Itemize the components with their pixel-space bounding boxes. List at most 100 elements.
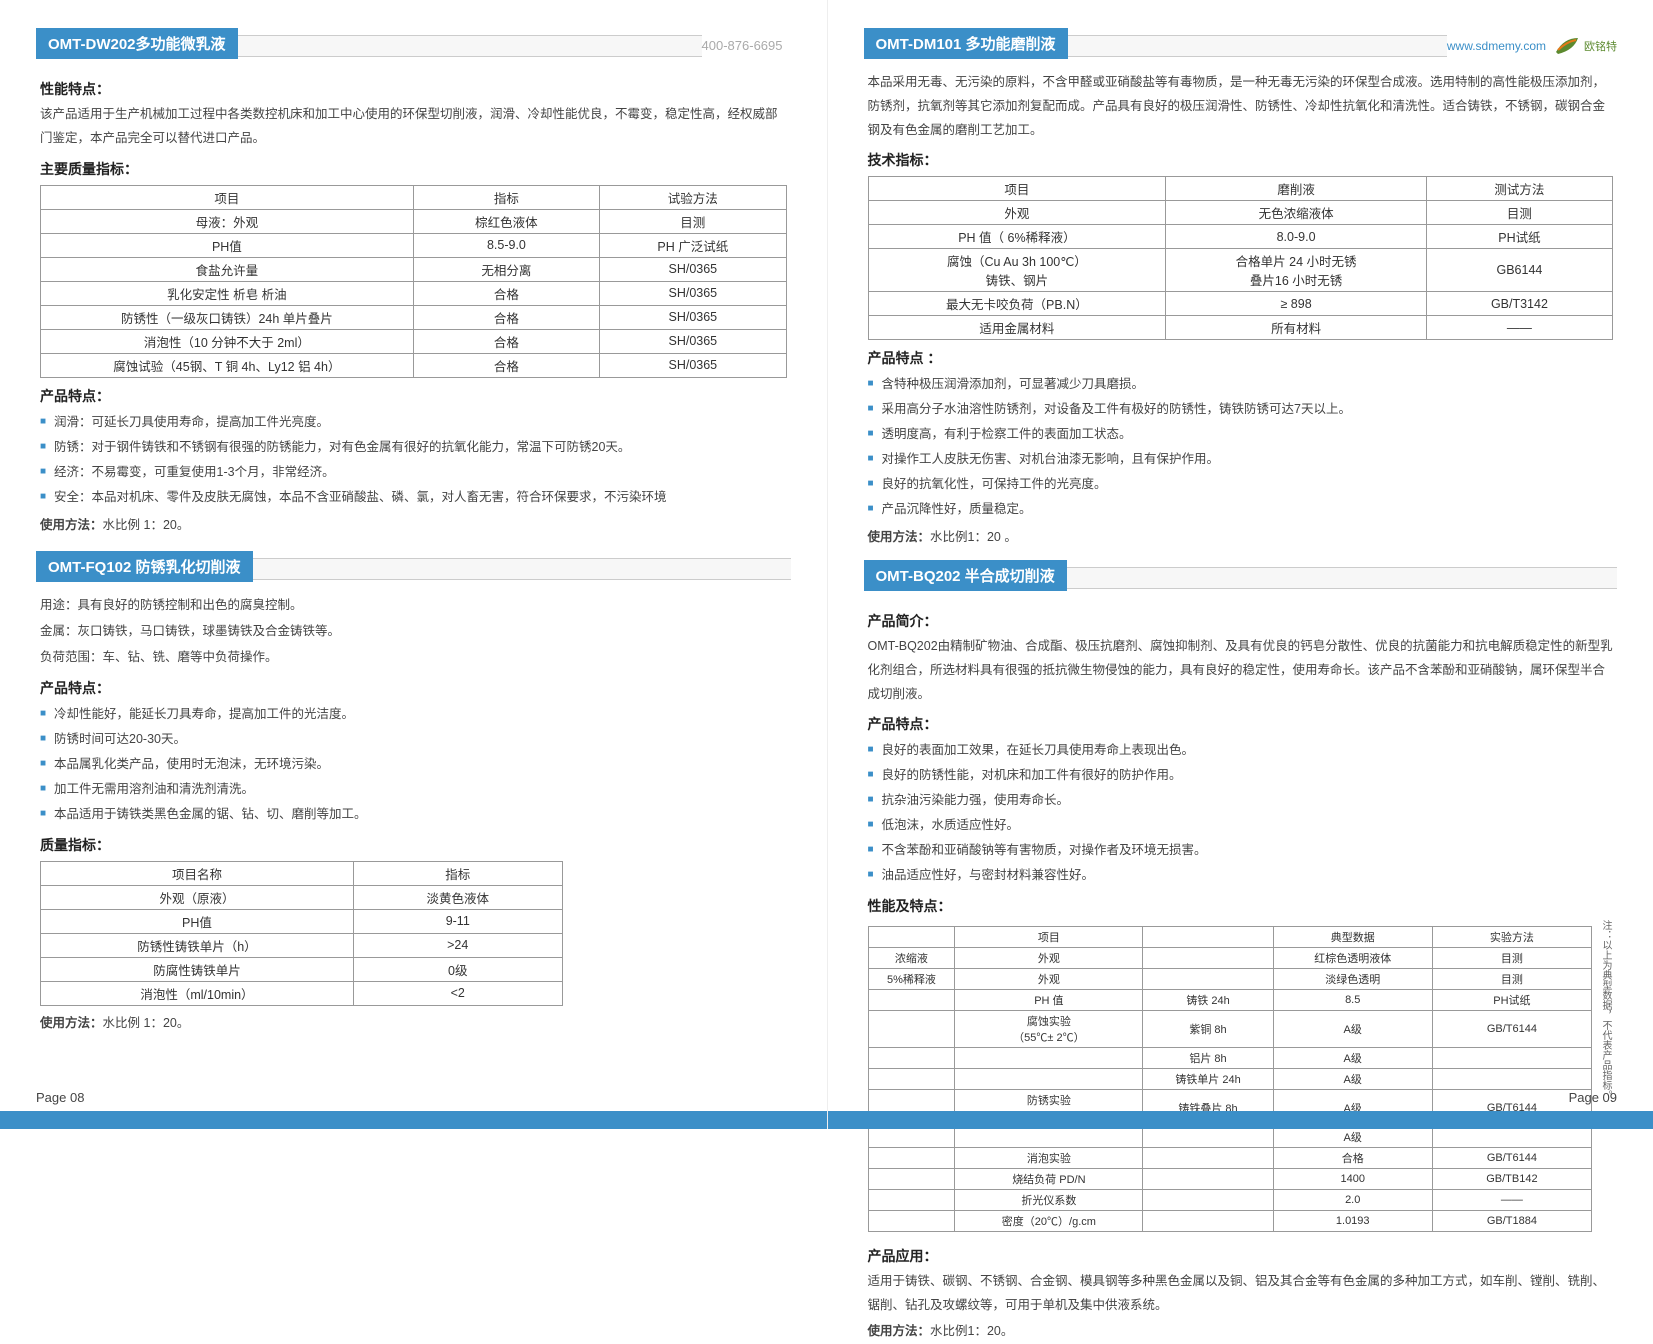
spec-table-dw202: 项目指标试验方法母液：外观棕红色液体目测PH值8.5-9.0PH 广泛试纸食盐允… bbox=[40, 185, 787, 378]
table-cell bbox=[1432, 1069, 1591, 1090]
table-cell: SH/0365 bbox=[600, 257, 786, 281]
perf-heading: 性能及特点： bbox=[868, 896, 1614, 916]
section-title: OMT-FQ102 防锈乳化切削液 bbox=[36, 551, 253, 582]
intro-text: OMT-BQ202由精制矿物油、合成酯、极压抗磨剂、腐蚀抑制剂、及具有优良的钙皂… bbox=[868, 635, 1614, 706]
table-cell bbox=[868, 1190, 955, 1211]
intro-text: 本品采用无毒、无污染的原料，不含甲醛或亚硝酸盐等有毒物质，是一种无毒无污染的环保… bbox=[868, 71, 1614, 142]
table-cell bbox=[1143, 927, 1273, 948]
section-title: OMT-DW202多功能微乳液 bbox=[36, 28, 238, 59]
table-cell: 合格单片 24 小时无锈叠片16 小时无锈 bbox=[1166, 249, 1427, 292]
table-cell: SH/0365 bbox=[600, 305, 786, 329]
table-header: 试验方法 bbox=[600, 185, 786, 209]
table-cell bbox=[868, 1169, 955, 1190]
table-cell: SH/0365 bbox=[600, 281, 786, 305]
usage-heading: 使用方法： bbox=[40, 518, 103, 532]
table-cell: 消泡性（10 分钟不大于 2ml） bbox=[41, 329, 414, 353]
page-left: OMT-DW202多功能微乳液 400-876-6695 性能特点： 该产品适用… bbox=[0, 0, 827, 1129]
table-cell bbox=[868, 1127, 955, 1148]
header-line bbox=[253, 558, 791, 580]
table-cell: ≥ 898 bbox=[1166, 292, 1427, 316]
table-cell: 密度（20℃）/g.cm bbox=[955, 1211, 1143, 1232]
feat-heading: 产品特点 ： bbox=[868, 348, 1614, 368]
table-header: 项目名称 bbox=[41, 861, 354, 885]
table-cell: 棕红色液体 bbox=[413, 209, 599, 233]
intro-heading: 产品简介： bbox=[868, 611, 1614, 631]
usage-text: 水比例 1：20。 bbox=[103, 518, 190, 532]
table-cell: 外观（原液） bbox=[41, 885, 354, 909]
table-cell bbox=[1143, 969, 1273, 990]
table-cell: SH/0365 bbox=[600, 329, 786, 353]
section-header-dw202: OMT-DW202多功能微乳液 400-876-6695 bbox=[36, 28, 791, 63]
table-cell: A级 bbox=[1273, 1127, 1432, 1148]
spec-heading: 技术指标： bbox=[868, 150, 1614, 170]
table-cell: 铸铁单片 24h bbox=[1143, 1069, 1273, 1090]
table-cell: 合格 bbox=[1273, 1148, 1432, 1169]
list-item: 产品沉降性好，质量稳定。 bbox=[868, 497, 1614, 522]
page-number: Page 08 bbox=[36, 1090, 84, 1105]
table-cell: 最大无卡咬负荷（PB.N） bbox=[868, 292, 1166, 316]
table-header: 指标 bbox=[413, 185, 599, 209]
table-cell: 紫铜 8h bbox=[1143, 1011, 1273, 1048]
page-right: OMT-DM101 多功能磨削液 www.sdmemy.com 欧铭特 本品采用… bbox=[827, 0, 1653, 1129]
table-cell: 典型数据 bbox=[1273, 927, 1432, 948]
table-cell bbox=[1143, 948, 1273, 969]
brand-logo: 欧铭特 bbox=[1554, 36, 1617, 56]
table-cell bbox=[868, 1048, 955, 1069]
page-number: Page 09 bbox=[1569, 1090, 1617, 1105]
table-cell bbox=[955, 1048, 1143, 1069]
table-cell: 食盐允许量 bbox=[41, 257, 414, 281]
table-cell: 红棕色透明液体 bbox=[1273, 948, 1432, 969]
usage-text: 水比例1：20。 bbox=[930, 1324, 1013, 1338]
paragraph: 金属：灰口铸铁，马口铸铁，球墨铸铁及合金铸铁等。 bbox=[40, 620, 787, 644]
spec-table-fq102: 项目名称指标外观（原液）淡黄色液体PH值9-11防锈性铸铁单片（h）>24防腐性… bbox=[40, 861, 563, 1006]
table-cell: 8.0-9.0 bbox=[1166, 225, 1427, 249]
table-cell: SH/0365 bbox=[600, 353, 786, 377]
feat-heading: 产品特点： bbox=[40, 678, 787, 698]
list-item: 采用高分子水油溶性防锈剂，对设备及工件有极好的防锈性，铸铁防锈可达7天以上。 bbox=[868, 397, 1614, 422]
table-cell: 合格 bbox=[413, 281, 599, 305]
table-cell: 铸铁 24h bbox=[1143, 990, 1273, 1011]
table-cell: GB/T6144 bbox=[1432, 1148, 1591, 1169]
table-cell: 外观 bbox=[955, 969, 1143, 990]
table-note: 注：以上为典型数据，不代表产品指标。 bbox=[1598, 920, 1613, 1100]
table-cell: 8.5-9.0 bbox=[413, 233, 599, 257]
table-cell: 铝片 8h bbox=[1143, 1048, 1273, 1069]
list-item: 本品属乳化类产品，使用时无泡沫，无环境污染。 bbox=[40, 752, 787, 777]
table-cell bbox=[1143, 1127, 1273, 1148]
feature-list: 润滑：可延长刀具使用寿命，提高加工件光亮度。防锈：对于钢件铸铁和不锈钢有很强的防… bbox=[40, 410, 787, 510]
table-cell: 腐蚀（Cu Au 3h 100℃）铸铁、钢片 bbox=[868, 249, 1166, 292]
list-item: 安全：本品对机床、零件及皮肤无腐蚀，本品不含亚硝酸盐、磷、氯，对人畜无害，符合环… bbox=[40, 485, 787, 510]
list-item: 良好的防锈性能，对机床和加工件有很好的防护作用。 bbox=[868, 763, 1614, 788]
table-cell: 实验方法 bbox=[1432, 927, 1591, 948]
table-cell bbox=[1143, 1190, 1273, 1211]
table-cell: 腐蚀实验（55℃± 2℃） bbox=[955, 1011, 1143, 1048]
table-cell bbox=[1143, 1169, 1273, 1190]
table-cell: 消泡性（ml/10min） bbox=[41, 981, 354, 1005]
table-cell: A级 bbox=[1273, 1048, 1432, 1069]
table-cell: A级 bbox=[1273, 1011, 1432, 1048]
table-cell bbox=[1143, 1211, 1273, 1232]
table-cell: 0级 bbox=[353, 957, 562, 981]
table-cell: 2.0 bbox=[1273, 1190, 1432, 1211]
table-cell: 目测 bbox=[1432, 948, 1591, 969]
table-cell: 外观 bbox=[868, 201, 1166, 225]
brand-name: 欧铭特 bbox=[1584, 38, 1617, 54]
phone-number: 400-876-6695 bbox=[702, 38, 791, 53]
list-item: 经济：不易霉变，可重复使用1-3个月，非常经济。 bbox=[40, 460, 787, 485]
app-heading: 产品应用： bbox=[868, 1246, 1614, 1266]
footer-bar bbox=[0, 1111, 827, 1129]
table-cell: >24 bbox=[353, 933, 562, 957]
table-cell: 1.0193 bbox=[1273, 1211, 1432, 1232]
leaf-icon bbox=[1554, 36, 1580, 56]
table-header: 项目 bbox=[868, 177, 1166, 201]
table-cell bbox=[1432, 1048, 1591, 1069]
table-cell: 1400 bbox=[1273, 1169, 1432, 1190]
table-cell: 项目 bbox=[955, 927, 1143, 948]
table-cell: 防锈性铸铁单片（h） bbox=[41, 933, 354, 957]
table-cell: PH试纸 bbox=[1432, 990, 1591, 1011]
usage-heading: 使用方法： bbox=[868, 530, 931, 544]
table-cell bbox=[868, 927, 955, 948]
table-cell: 乳化安定性 析皂 析油 bbox=[41, 281, 414, 305]
table-cell: 消泡实验 bbox=[955, 1148, 1143, 1169]
table-cell: 合格 bbox=[413, 329, 599, 353]
